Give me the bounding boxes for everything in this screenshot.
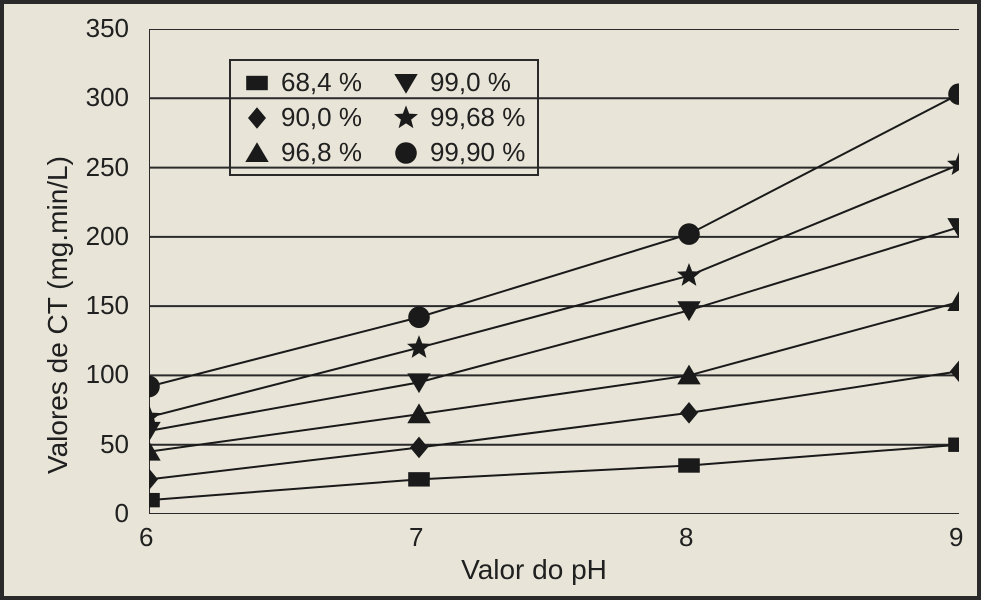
- y-tick-label: 100: [86, 359, 129, 390]
- circle-icon: [392, 139, 420, 167]
- legend-item: 68,4 %: [243, 67, 362, 98]
- y-axis-label: Valores de CT (mg.min/L): [42, 156, 74, 474]
- y-tick-label: 250: [86, 152, 129, 183]
- y-tick-label: 350: [86, 13, 129, 44]
- x-tick-label: 9: [949, 522, 963, 553]
- legend-label: 68,4 %: [281, 67, 362, 98]
- legend-label: 99,0 %: [430, 67, 511, 98]
- x-tick-label: 8: [679, 522, 693, 553]
- star-icon: [392, 104, 420, 132]
- y-tick-label: 300: [86, 82, 129, 113]
- legend-item: 99,90 %: [392, 137, 525, 168]
- chart-container: Valores de CT (mg.min/L) Valor do pH 0 50…: [0, 0, 981, 600]
- y-tick-label: 150: [86, 290, 129, 321]
- legend-label: 96,8 %: [281, 137, 362, 168]
- x-tick-label: 7: [409, 522, 423, 553]
- legend-item: 99,68 %: [392, 102, 525, 133]
- y-tick-label: 200: [86, 221, 129, 252]
- y-tick-label: 0: [115, 498, 129, 529]
- legend-label: 99,68 %: [430, 102, 525, 133]
- triangle-down-icon: [392, 69, 420, 97]
- legend-label: 99,90 %: [430, 137, 525, 168]
- legend-item: 90,0 %: [243, 102, 362, 133]
- legend: 68,4 % 90,0 % 96,8 % 99,0 % 99,68 % 99,90 %: [229, 59, 539, 176]
- legend-item: 96,8 %: [243, 137, 362, 168]
- legend-label: 90,0 %: [281, 102, 362, 133]
- legend-item: 99,0 %: [392, 67, 525, 98]
- y-tick-label: 50: [100, 429, 129, 460]
- triangle-up-icon: [243, 139, 271, 167]
- x-tick-label: 6: [139, 522, 153, 553]
- diamond-icon: [243, 104, 271, 132]
- square-icon: [243, 69, 271, 97]
- x-axis-label: Valor do pH: [384, 554, 684, 586]
